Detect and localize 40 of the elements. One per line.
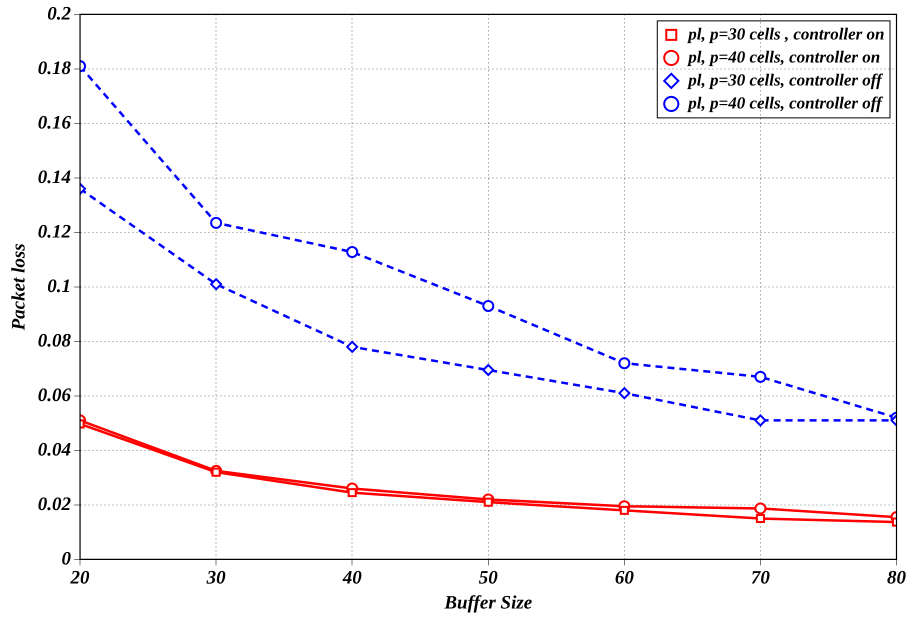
point	[210, 278, 222, 290]
point	[212, 468, 221, 477]
point	[756, 514, 765, 524]
x-tick-label: 20	[70, 568, 90, 589]
point	[754, 502, 766, 514]
y-tick-label: 0.14	[38, 166, 72, 188]
legend-label: pl, p=40 cells, controller on	[686, 47, 880, 66]
x-tick-label: 50	[478, 568, 498, 589]
point	[210, 216, 222, 229]
y-tick-label: 0.04	[38, 439, 72, 460]
y-axis-title: Packet loss	[8, 243, 30, 332]
legend-label: pl, p=30 cells, controller off	[686, 70, 884, 90]
point	[620, 506, 629, 515]
point	[618, 357, 630, 370]
y-tick-label: 0.02	[38, 494, 72, 515]
y-tick-label: 0	[62, 548, 72, 570]
point	[484, 498, 493, 507]
x-tick-label: 70	[750, 568, 770, 589]
x-tick-label: 80	[887, 568, 906, 589]
x-tick-label: 30	[206, 568, 226, 589]
y-tick-label: 0.16	[38, 112, 72, 134]
point	[754, 414, 766, 426]
point	[348, 488, 357, 498]
y-tick-label: 0.18	[38, 58, 72, 79]
point	[482, 300, 494, 312]
y-tick-label: 0.2	[47, 3, 72, 24]
point	[346, 340, 358, 353]
x-axis-title: Buffer Size	[443, 592, 533, 614]
legend-label: pl, p=40 cells, controller off	[686, 93, 884, 112]
x-tick-label: 40	[342, 568, 362, 589]
y-tick-label: 0.1	[47, 276, 72, 297]
y-tick-label: 0.12	[38, 221, 72, 242]
y-tick-label: 0.08	[38, 330, 72, 352]
y-tick-label: 0.06	[38, 384, 72, 406]
point	[754, 370, 766, 383]
point	[482, 364, 494, 376]
x-tick-label: 60	[614, 568, 634, 589]
legend-label: pl, p=30 cells , controller on	[686, 24, 885, 44]
point	[346, 246, 358, 258]
point	[618, 387, 630, 400]
